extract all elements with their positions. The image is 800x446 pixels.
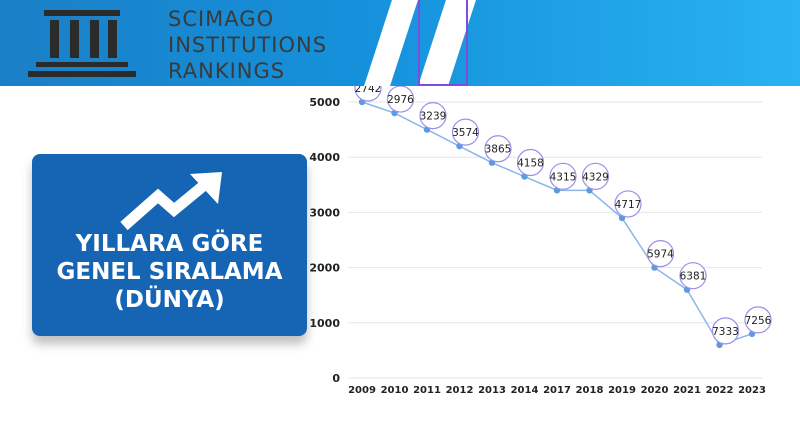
x-tick-label: 2022 (706, 385, 734, 396)
data-label-badge (581, 162, 610, 190)
data-label-badge (744, 306, 772, 334)
x-tick-label: 2010 (381, 385, 409, 396)
logo-text: SCIMAGO INSTITUTIONS RANKINGS (168, 6, 327, 84)
data-label: 6381 (680, 271, 707, 283)
ranking-line-chart: 0 1000 2000 3000 4000 5000 2009 2010 2011 2012 201… (309, 86, 772, 396)
title-card: YILLARA GÖRE GENEL SIRALAMA (DÜNYA) (32, 154, 307, 336)
logo-line: SCIMAGO (168, 7, 275, 31)
y-tick-label: 5000 (309, 96, 340, 109)
data-label-badge (451, 118, 480, 146)
trend-up-arrow-icon (120, 172, 222, 231)
x-tick-label: 2019 (608, 385, 636, 396)
header-banner: SCIMAGO INSTITUTIONS RANKINGS (0, 0, 800, 86)
x-tick-label: 2018 (576, 385, 604, 396)
y-tick-label: 2000 (309, 262, 340, 275)
data-label: 3865 (485, 144, 512, 156)
y-tick-label: 1000 (309, 317, 340, 330)
data-label-badge (484, 135, 512, 163)
data-label: 5974 (647, 249, 674, 261)
data-label: 7256 (745, 315, 772, 327)
x-tick-label: 2012 (446, 385, 474, 396)
x-tick-label: 2017 (543, 385, 571, 396)
x-tick-label: 2011 (413, 385, 441, 396)
y-tick-label: 3000 (309, 206, 340, 219)
data-label-badge (516, 148, 545, 177)
card-title-line: GENEL SIRALAMA (56, 259, 283, 285)
card-title-line: YILLARA GÖRE (75, 231, 264, 257)
x-tick-label: 2014 (511, 385, 539, 396)
data-label-badge (679, 262, 707, 290)
data-label-badge (711, 317, 740, 345)
card-title: YILLARA GÖRE GENEL SIRALAMA (DÜNYA) (32, 230, 307, 314)
data-label: 4315 (550, 171, 577, 183)
data-label: 3574 (452, 127, 479, 139)
data-label-badge (354, 86, 382, 102)
logo-line: INSTITUTIONS (168, 33, 328, 57)
y-tick-label: 4000 (309, 151, 340, 164)
y-tick-label: 0 (332, 372, 340, 385)
banner-stripe (364, 0, 418, 86)
data-label: 4158 (517, 158, 544, 170)
data-label-badge (646, 240, 675, 268)
banner-outline (418, 0, 468, 86)
x-tick-label: 2009 (348, 385, 376, 396)
data-label-badge (614, 190, 642, 218)
data-label: 3239 (420, 111, 447, 123)
data-label: 2976 (387, 94, 414, 106)
data-label-badge (419, 102, 447, 130)
x-tick-label: 2020 (641, 385, 669, 396)
logo-line: RANKINGS (168, 59, 286, 83)
data-label: 4717 (615, 199, 642, 211)
data-label-badge (549, 162, 577, 190)
series-line (361, 101, 753, 346)
card-title-line: (DÜNYA) (114, 287, 225, 313)
x-tick-label: 2023 (738, 385, 766, 396)
x-tick-label: 2013 (478, 385, 506, 396)
data-label: 7333 (712, 326, 739, 338)
x-tick-label: 2021 (673, 385, 701, 396)
data-label: 4329 (582, 171, 609, 183)
data-label: 2742 (355, 86, 382, 95)
data-label-badge (386, 86, 415, 113)
institution-building-icon (28, 10, 136, 77)
